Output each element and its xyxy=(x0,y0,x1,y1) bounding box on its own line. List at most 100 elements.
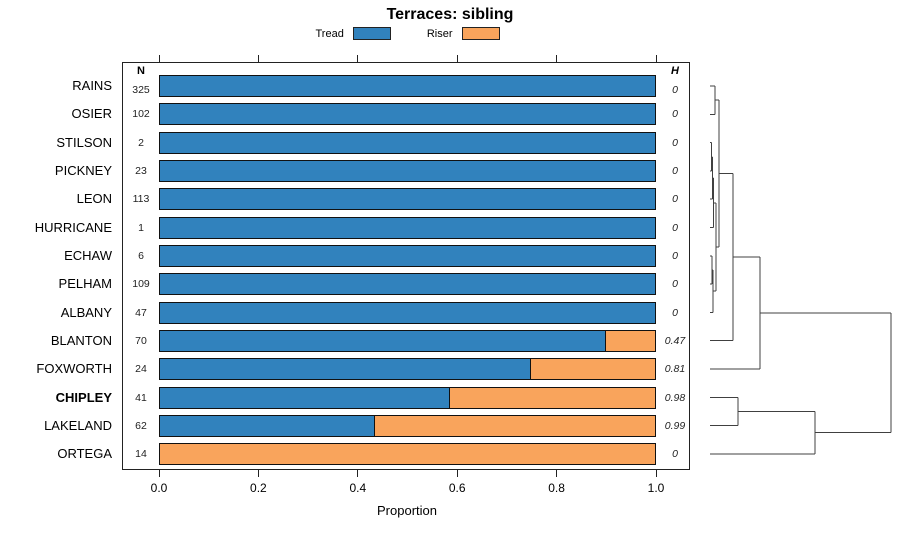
n-value: 41 xyxy=(135,391,147,404)
n-value: 70 xyxy=(135,334,147,347)
n-value: 1 xyxy=(138,221,144,234)
legend-swatch-tread xyxy=(352,27,391,40)
bar-row xyxy=(159,75,656,97)
legend-label-tread: Tread xyxy=(315,27,344,40)
bar-tread-segment xyxy=(160,217,655,238)
axis-tick-label: 0.8 xyxy=(548,481,565,495)
axis-tick-label: 0.2 xyxy=(250,481,267,495)
bar-tread-segment xyxy=(160,387,450,408)
n-value: 6 xyxy=(138,249,144,262)
axis-tick-top xyxy=(357,55,359,62)
axis-tick-bottom xyxy=(655,470,657,477)
bar-tread-segment xyxy=(160,189,655,210)
axis-tick-bottom xyxy=(357,470,359,477)
axis-tick-top xyxy=(655,55,657,62)
n-value: 47 xyxy=(135,306,147,319)
axis-tick-label: 0.6 xyxy=(448,481,466,495)
row-label: ECHAW xyxy=(64,247,112,263)
axis-tick-bottom xyxy=(556,470,558,477)
h-value: 0 xyxy=(672,306,678,319)
axis-tick-label: 1.0 xyxy=(647,481,665,495)
bar-row xyxy=(159,188,656,211)
row-label: PELHAM xyxy=(58,276,112,292)
legend-item-tread: Tread xyxy=(316,27,391,40)
h-value: 0 xyxy=(672,249,678,262)
bar-tread-segment xyxy=(160,359,532,380)
n-value: 24 xyxy=(135,363,147,376)
chart-title: Terraces: sibling xyxy=(386,6,514,23)
axis-tick-label: 0.4 xyxy=(349,481,367,495)
h-value: 0.99 xyxy=(664,419,686,432)
axis-tick-bottom xyxy=(158,470,160,477)
bar-tread-segment xyxy=(160,104,655,125)
bar-tread-segment xyxy=(160,160,655,181)
n-value: 102 xyxy=(132,108,150,121)
bar-tread-segment xyxy=(160,274,655,295)
row-label: LEON xyxy=(76,191,112,207)
n-column-header: N xyxy=(137,65,145,77)
axis-tick-bottom xyxy=(456,470,458,477)
h-value: 0 xyxy=(672,108,678,121)
legend-label-riser: Riser xyxy=(426,27,453,40)
legend-item-riser: Riser xyxy=(427,27,500,40)
bar-tread-segment xyxy=(160,132,655,153)
axis-tick-top xyxy=(556,55,558,62)
h-value: 0.47 xyxy=(664,334,686,347)
bar-row xyxy=(159,414,656,437)
row-label: RAINS xyxy=(72,78,112,93)
bar-row xyxy=(159,386,656,409)
n-value: 2 xyxy=(138,136,144,149)
bar-row xyxy=(159,131,656,154)
row-label: FOXWORTH xyxy=(36,361,112,377)
h-value: 0.98 xyxy=(664,391,686,404)
h-value: 0.81 xyxy=(664,363,686,376)
bar-tread-segment xyxy=(160,330,606,351)
h-value: 0 xyxy=(672,193,678,206)
h-value: 0 xyxy=(672,278,678,291)
h-value: 0 xyxy=(672,136,678,149)
n-value: 325 xyxy=(132,84,150,96)
row-label: HURRICANE xyxy=(34,219,112,235)
n-value: 113 xyxy=(132,193,150,206)
h-column-header: H xyxy=(671,65,679,77)
h-value: 0 xyxy=(672,84,678,96)
axis-tick-bottom xyxy=(257,470,259,477)
row-label: BLANTON xyxy=(50,332,112,348)
plot-area xyxy=(122,62,690,470)
n-value: 109 xyxy=(132,278,150,291)
axis-tick-top xyxy=(257,55,259,62)
row-label: OSIER xyxy=(71,106,112,122)
bar-row xyxy=(159,443,656,466)
n-value: 62 xyxy=(135,419,147,432)
bar-row xyxy=(159,159,656,182)
bar-tread-segment xyxy=(160,302,655,323)
h-value: 0 xyxy=(672,221,678,234)
legend: Tread Riser xyxy=(159,27,656,40)
h-value: 0 xyxy=(672,448,678,461)
row-label: ORTEGA xyxy=(57,446,112,462)
row-label: LAKELAND xyxy=(44,417,112,433)
bar-row xyxy=(159,103,656,126)
x-axis-label: Proportion xyxy=(377,503,437,518)
row-label: PICKNEY xyxy=(54,162,112,178)
bar-tread-segment xyxy=(160,76,655,96)
row-label: ALBANY xyxy=(60,304,112,320)
bar-tread-segment xyxy=(160,245,655,266)
axis-tick-top xyxy=(456,55,458,62)
bar-tread-segment xyxy=(160,415,376,436)
axis-tick-top xyxy=(158,55,160,62)
bar-row xyxy=(159,301,656,324)
n-value: 14 xyxy=(135,448,147,461)
row-label: CHIPLEY xyxy=(55,389,112,405)
bar-row xyxy=(159,273,656,296)
row-label: STILSON xyxy=(56,134,112,150)
bar-row xyxy=(159,329,656,352)
bar-row xyxy=(159,358,656,381)
h-value: 0 xyxy=(672,164,678,177)
axis-tick-label: 0.0 xyxy=(150,481,168,495)
legend-swatch-riser xyxy=(461,27,500,40)
bar-row xyxy=(159,216,656,239)
bar-row xyxy=(159,244,656,267)
n-value: 23 xyxy=(135,164,147,177)
